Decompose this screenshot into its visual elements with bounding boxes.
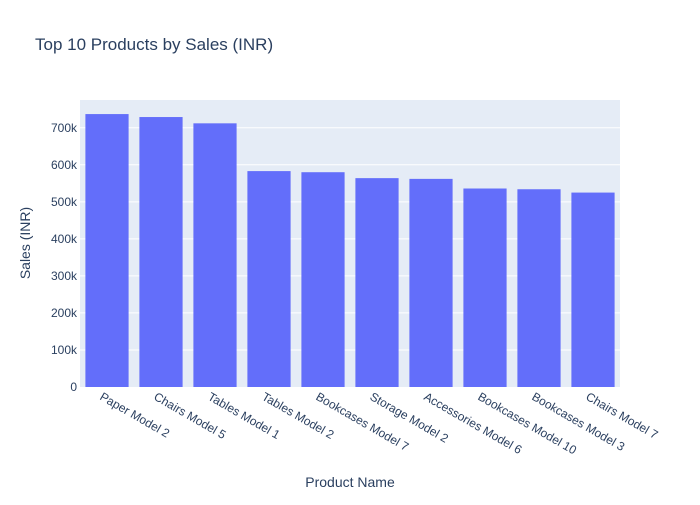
- y-tick-label: 500k: [51, 195, 78, 209]
- y-tick-label: 700k: [51, 121, 78, 135]
- y-tick-label: 300k: [51, 269, 78, 283]
- y-tick-label: 400k: [51, 232, 78, 246]
- y-tick-label: 600k: [51, 158, 78, 172]
- chart-title: Top 10 Products by Sales (INR): [35, 35, 273, 54]
- bar[interactable]: [193, 123, 237, 387]
- bar[interactable]: [409, 178, 453, 387]
- x-tick-label: Accessories Model 6: [422, 389, 525, 457]
- bar[interactable]: [355, 178, 399, 387]
- y-axis-ticks: 0 100k 200k 300k 400k 500k 600k 700k: [51, 121, 78, 394]
- y-tick-label: 0: [70, 380, 77, 394]
- x-tick-label: Bookcases Model 7: [314, 389, 412, 454]
- y-tick-label: 100k: [51, 343, 78, 357]
- bar[interactable]: [517, 189, 561, 387]
- bar[interactable]: [85, 114, 129, 387]
- bar[interactable]: [139, 117, 183, 387]
- x-axis-title: Product Name: [305, 474, 395, 490]
- bars: [85, 114, 615, 387]
- bar[interactable]: [571, 192, 615, 387]
- bar[interactable]: [463, 188, 507, 387]
- bar[interactable]: [247, 171, 291, 387]
- y-tick-label: 200k: [51, 306, 78, 320]
- y-axis-title: Sales (INR): [17, 207, 33, 279]
- bar[interactable]: [301, 172, 345, 387]
- x-tick-label: Bookcases Model 10: [476, 389, 580, 457]
